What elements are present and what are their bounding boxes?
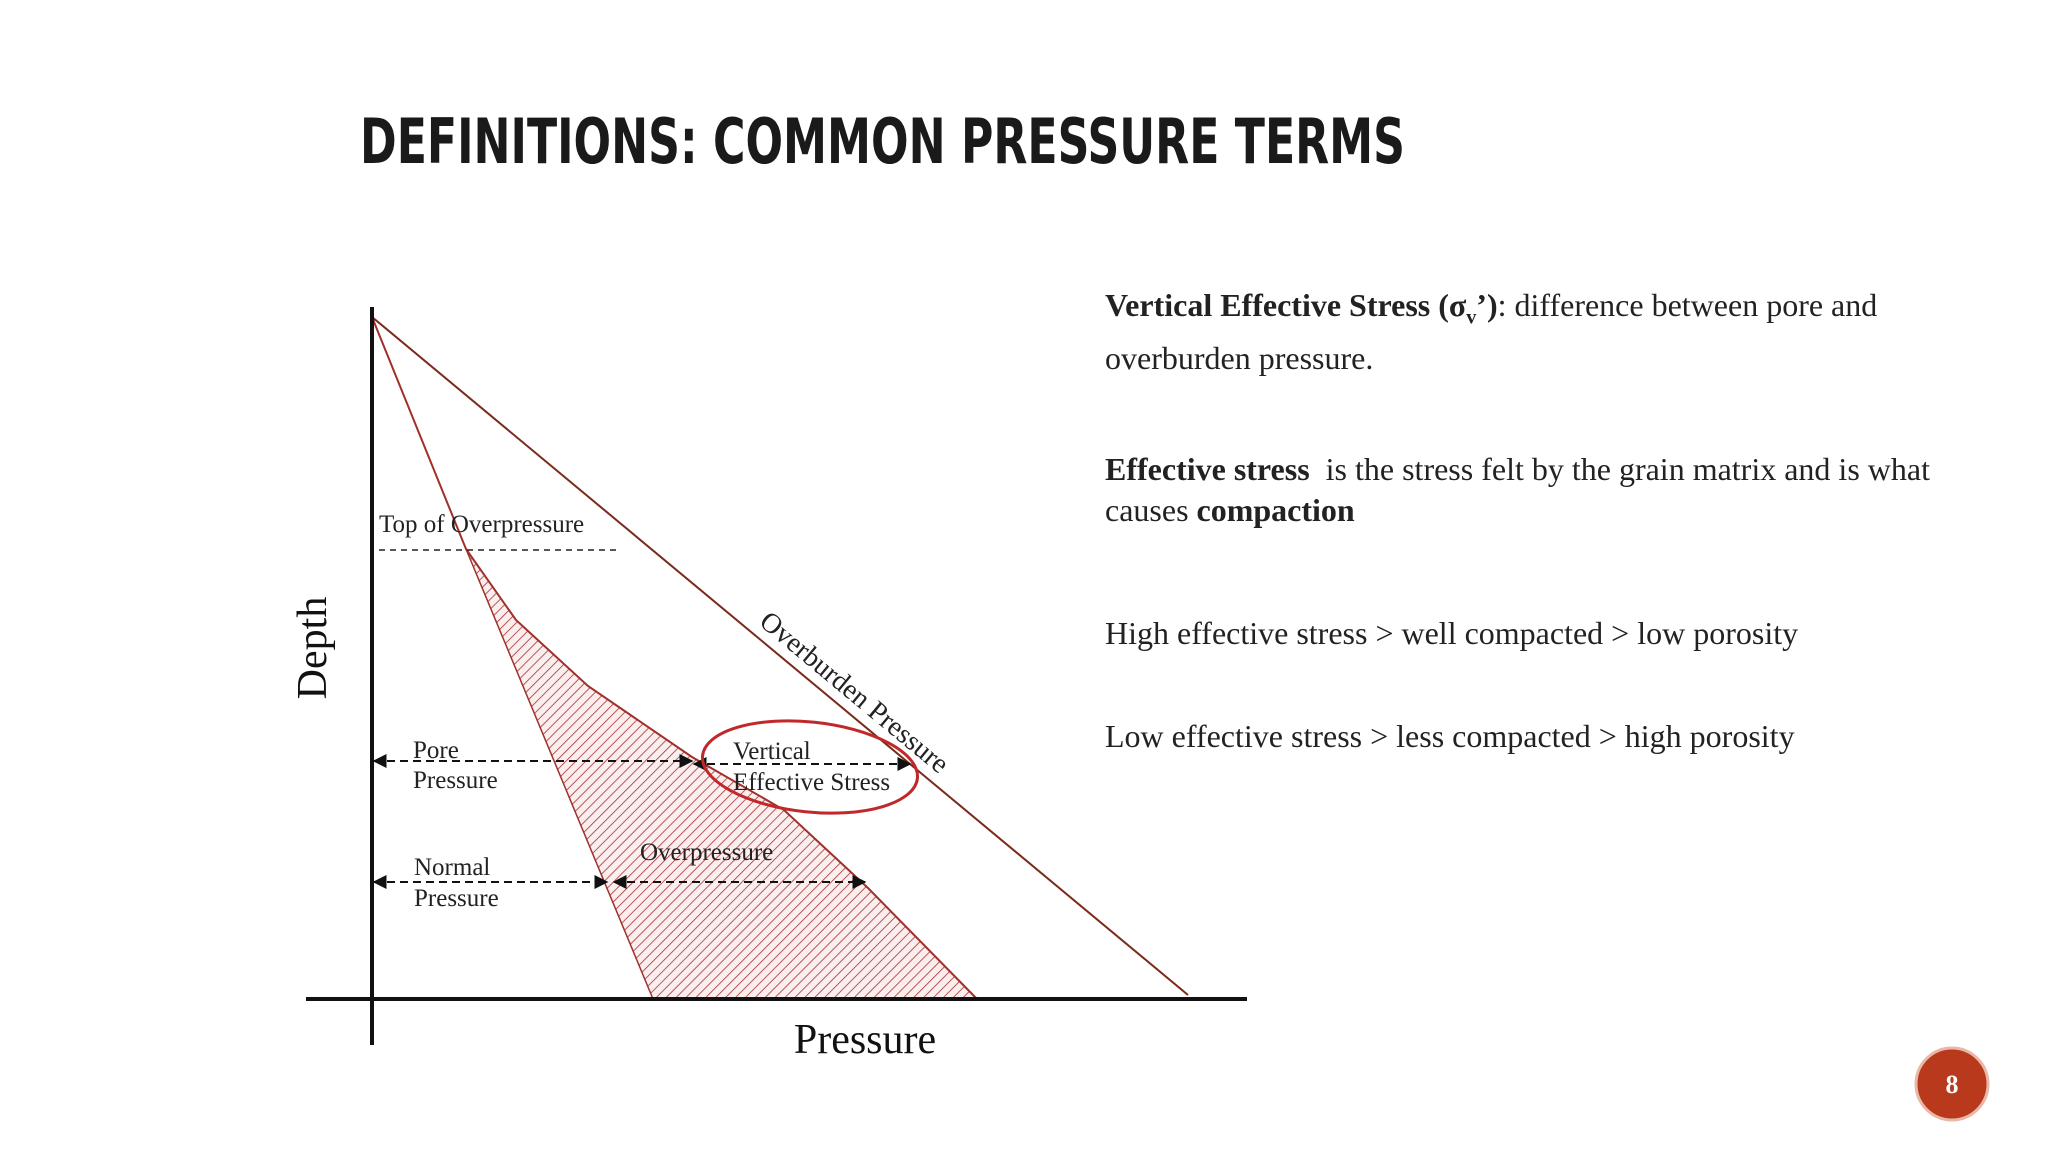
effective-stress-label: Effective Stress bbox=[733, 769, 890, 796]
paragraph: Effective stress is the stress felt by t… bbox=[1105, 449, 1935, 531]
overburden-line bbox=[371, 316, 1189, 996]
term: compaction bbox=[1196, 492, 1355, 528]
paragraph: Vertical Effective Stress (σv’): differe… bbox=[1105, 285, 1935, 379]
paragraph: Low effective stress > less compacted > … bbox=[1105, 716, 1865, 757]
paragraph: High effective stress > well compacted >… bbox=[1105, 613, 1865, 654]
normal-pressure-label: Pressure bbox=[414, 885, 499, 912]
slide-number: 8 bbox=[1946, 1070, 1959, 1099]
pore-pressure-label: Pore bbox=[413, 737, 459, 764]
slide-title: DEFINITIONS: COMMON PRESSURE TERMS bbox=[360, 105, 1405, 178]
text: is the stress felt by the grain matrix a… bbox=[1105, 451, 1938, 528]
text: Low effective stress > less compacted > … bbox=[1105, 718, 1795, 754]
normal-pressure-label: Normal bbox=[414, 854, 490, 881]
pore-pressure-label: Pressure bbox=[413, 767, 498, 794]
term: ’) bbox=[1476, 287, 1498, 323]
term: Effective stress bbox=[1105, 451, 1310, 487]
overpressure-label: Overpressure bbox=[640, 839, 773, 866]
text: : difference between pore and overburden… bbox=[1105, 287, 1878, 377]
y-axis-label: Depth bbox=[290, 597, 336, 700]
term: Vertical Effective Stress (σ bbox=[1105, 287, 1467, 323]
x-axis-label: Pressure bbox=[794, 1017, 936, 1063]
slide-number-badge bbox=[1914, 1046, 1990, 1122]
subscript: v bbox=[1466, 306, 1477, 329]
normal-pressure-line bbox=[465, 548, 654, 1000]
text: High effective stress > well compacted >… bbox=[1105, 615, 1799, 651]
top-overpressure-label: Top of Overpressure bbox=[379, 511, 584, 538]
highlight-ellipse bbox=[700, 719, 920, 815]
effective-stress-label: Vertical bbox=[733, 738, 811, 765]
